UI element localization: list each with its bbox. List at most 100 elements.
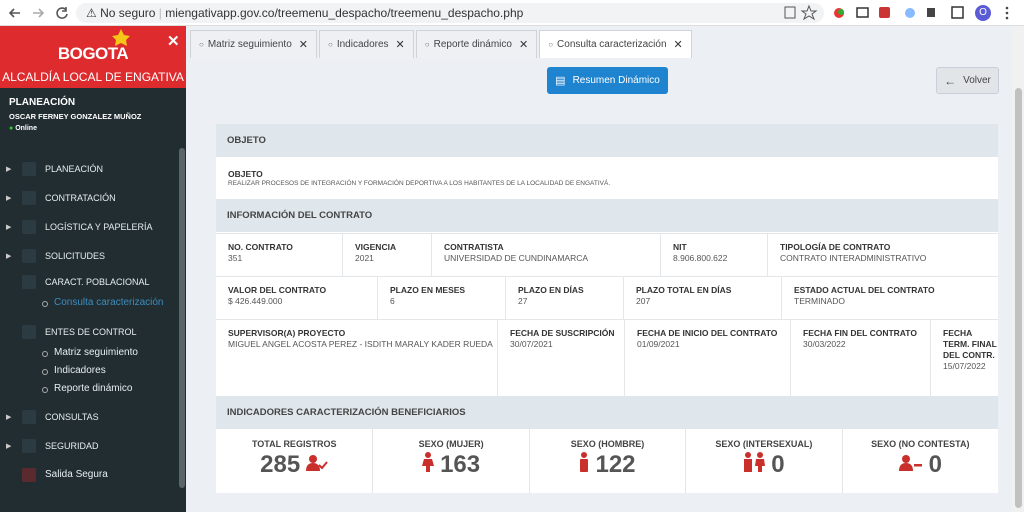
field-label: ESTADO ACTUAL DEL CONTRATO — [794, 285, 935, 295]
tab-close[interactable]: ✕ — [395, 39, 405, 51]
field: VALOR DEL CONTRATO $ 426.449.000 — [216, 276, 377, 319]
indicator-value-row: 0 — [743, 451, 785, 479]
menu-arrow: ▶ — [6, 194, 12, 202]
browser-bar: ⚠ No seguro | miengativapp.gov.co/treeme… — [0, 0, 1024, 26]
decoration — [8, 8, 20, 18]
menu-item[interactable]: ▶ CONTRATACIÓN — [0, 183, 180, 212]
field-value: 8.906.800.622 — [673, 253, 728, 263]
field: VIGENCIA 2021 — [342, 233, 431, 276]
field-value: 351 — [228, 253, 243, 263]
indicator-icon — [743, 451, 766, 479]
tab[interactable]: ○ Consulta caracterización ✕ — [539, 30, 692, 58]
tab-dot: ○ — [199, 40, 204, 49]
field-value: 30/07/2021 — [510, 339, 553, 349]
profile[interactable]: O — [979, 7, 987, 18]
menu-icon — [22, 161, 36, 176]
field-value: 01/09/2021 — [637, 339, 680, 349]
decoration — [306, 455, 328, 471]
page-scrollbar — [1012, 26, 1024, 512]
user-name: OSCAR FERNEY GONZALEZ MUÑOZ — [9, 112, 142, 121]
field: FECHA FIN DEL CONTRATO 30/03/2022 — [790, 319, 930, 396]
indicator: SEXO (HOMBRE) 122 — [528, 429, 685, 493]
submenu-item[interactable]: Consulta caracterización — [0, 294, 180, 312]
field: TIPOLOGÍA DE CONTRATO CONTRATO INTERADMIN… — [767, 233, 998, 276]
tab-close[interactable]: ✕ — [298, 39, 308, 51]
tab-dot: ○ — [327, 40, 333, 49]
field-value: 207 — [636, 296, 651, 306]
indicator-icon — [422, 451, 435, 479]
field-label: VIGENCIA — [355, 242, 397, 252]
field-value: CONTRATO INTERADMINISTRATIVO — [780, 253, 927, 263]
submenu-label: Matriz seguimiento — [54, 347, 138, 358]
menu-item[interactable]: ▶ PLANEACIÓN — [0, 154, 180, 183]
field: PLAZO EN MESES 6 — [377, 276, 505, 319]
address-bar[interactable]: ⚠ No seguro | miengativapp.gov.co/treeme… — [76, 3, 824, 23]
menu-arrow: ▶ — [6, 165, 12, 173]
menu-arrow: ▶ — [6, 223, 12, 231]
decoration — [425, 452, 432, 458]
field-label: VALOR DEL CONTRATO — [228, 285, 327, 295]
field-value: 6 — [390, 296, 395, 306]
submenu-item[interactable]: Matriz seguimiento — [0, 344, 180, 362]
indicator-value-row: 0 — [898, 451, 942, 479]
submenu-item[interactable]: Reporte dinámico — [0, 380, 180, 398]
decoration — [745, 452, 752, 458]
indicator: TOTAL REGISTROS 285 — [216, 429, 372, 493]
field: NIT 8.906.800.622 — [660, 233, 767, 276]
menu-item[interactable]: ▶ SOLICITUDES — [0, 241, 180, 270]
field: FECHA TERM. FINAL DEL CONTR. 15/07/2022 — [930, 319, 998, 396]
back-button[interactable]: ← Volver — [936, 67, 999, 94]
tab-close[interactable]: ✕ — [673, 39, 683, 51]
menu-item[interactable]: ▶ SEGURIDAD — [0, 431, 180, 460]
tab[interactable]: ○ Indicadores ✕ — [318, 30, 414, 58]
menu-label: CONTRATACIÓN — [45, 192, 116, 203]
menu-label: CARACT. POBLACIONAL — [45, 277, 150, 287]
menu-icon — [22, 409, 36, 424]
field-label: PLAZO TOTAL EN DÍAS — [636, 285, 732, 295]
decoration: ← — [944, 73, 957, 88]
field-value: MIGUEL ANGEL ACOSTA PEREZ - ISDITH MARAL… — [228, 339, 493, 349]
menu-icon — [22, 219, 36, 234]
menu-item[interactable]: ENTES DE CONTROL — [0, 320, 180, 344]
submenu-label: Indicadores — [54, 365, 106, 376]
menu-item[interactable]: ▶ CONSULTAS — [0, 402, 180, 431]
close-sidebar[interactable]: ✕ — [167, 33, 180, 50]
menu-item[interactable]: CARACT. POBLACIONAL — [0, 270, 180, 294]
decoration — [856, 7, 869, 18]
decoration — [898, 463, 913, 471]
menu-label: SOLICITUDES — [45, 250, 106, 261]
indicator: SEXO (MUJER) 163 — [372, 429, 528, 493]
submenu-label: Reporte dinámico — [54, 383, 133, 394]
summary-button[interactable]: ▤ Resumen Dinámico — [547, 67, 668, 94]
indicator-label: SEXO (HOMBRE) — [570, 439, 645, 449]
tab[interactable]: ○ Matriz seguimiento ✕ — [190, 30, 317, 58]
decoration — [112, 29, 130, 46]
decoration — [951, 6, 964, 19]
logout[interactable]: Salida Segura — [0, 460, 180, 489]
field-value: 15/07/2022 — [943, 361, 986, 371]
brand: BOGOTA ALCALDÍA LOCAL DE ENGATIVA ✕ — [0, 26, 186, 88]
indicator-icon — [579, 451, 589, 479]
decoration — [838, 9, 844, 15]
section-header: OBJETO — [216, 124, 998, 157]
decoration — [1005, 6, 1009, 10]
field: NO. CONTRATO 351 — [216, 233, 342, 276]
field-label: FECHA DE SUSCRIPCIÓN — [510, 328, 615, 338]
sidebar-scrollbar — [179, 148, 185, 488]
tab-close[interactable]: ✕ — [518, 39, 529, 51]
tab-label: Reporte dinámico — [433, 39, 512, 50]
tab[interactable]: ○ Reporte dinámico ✕ — [415, 30, 538, 58]
decoration — [318, 461, 328, 470]
browser-icons — [784, 4, 1009, 21]
url: miengativapp.gov.co/treemenu_despacho/tr… — [165, 6, 524, 20]
submenu-label: Consulta caracterización — [54, 297, 164, 308]
tab-bar: ○ Matriz seguimiento ✕ ○ Indicadores ✕ ○ Report… — [190, 30, 692, 58]
menu-item[interactable]: ▶ LOGÍSTICA Y PAPELERÍA — [0, 212, 180, 241]
decoration — [975, 5, 991, 21]
field: FECHA DE INICIO DEL CONTRATO 01/09/2021 — [624, 319, 790, 396]
sidebar: BOGOTA ALCALDÍA LOCAL DE ENGATIVA ✕ PLAN… — [0, 26, 186, 512]
decoration — [905, 8, 915, 18]
tab-dot: ○ — [548, 40, 554, 49]
submenu-item[interactable]: Indicadores — [0, 362, 180, 380]
decoration — [1005, 11, 1009, 15]
